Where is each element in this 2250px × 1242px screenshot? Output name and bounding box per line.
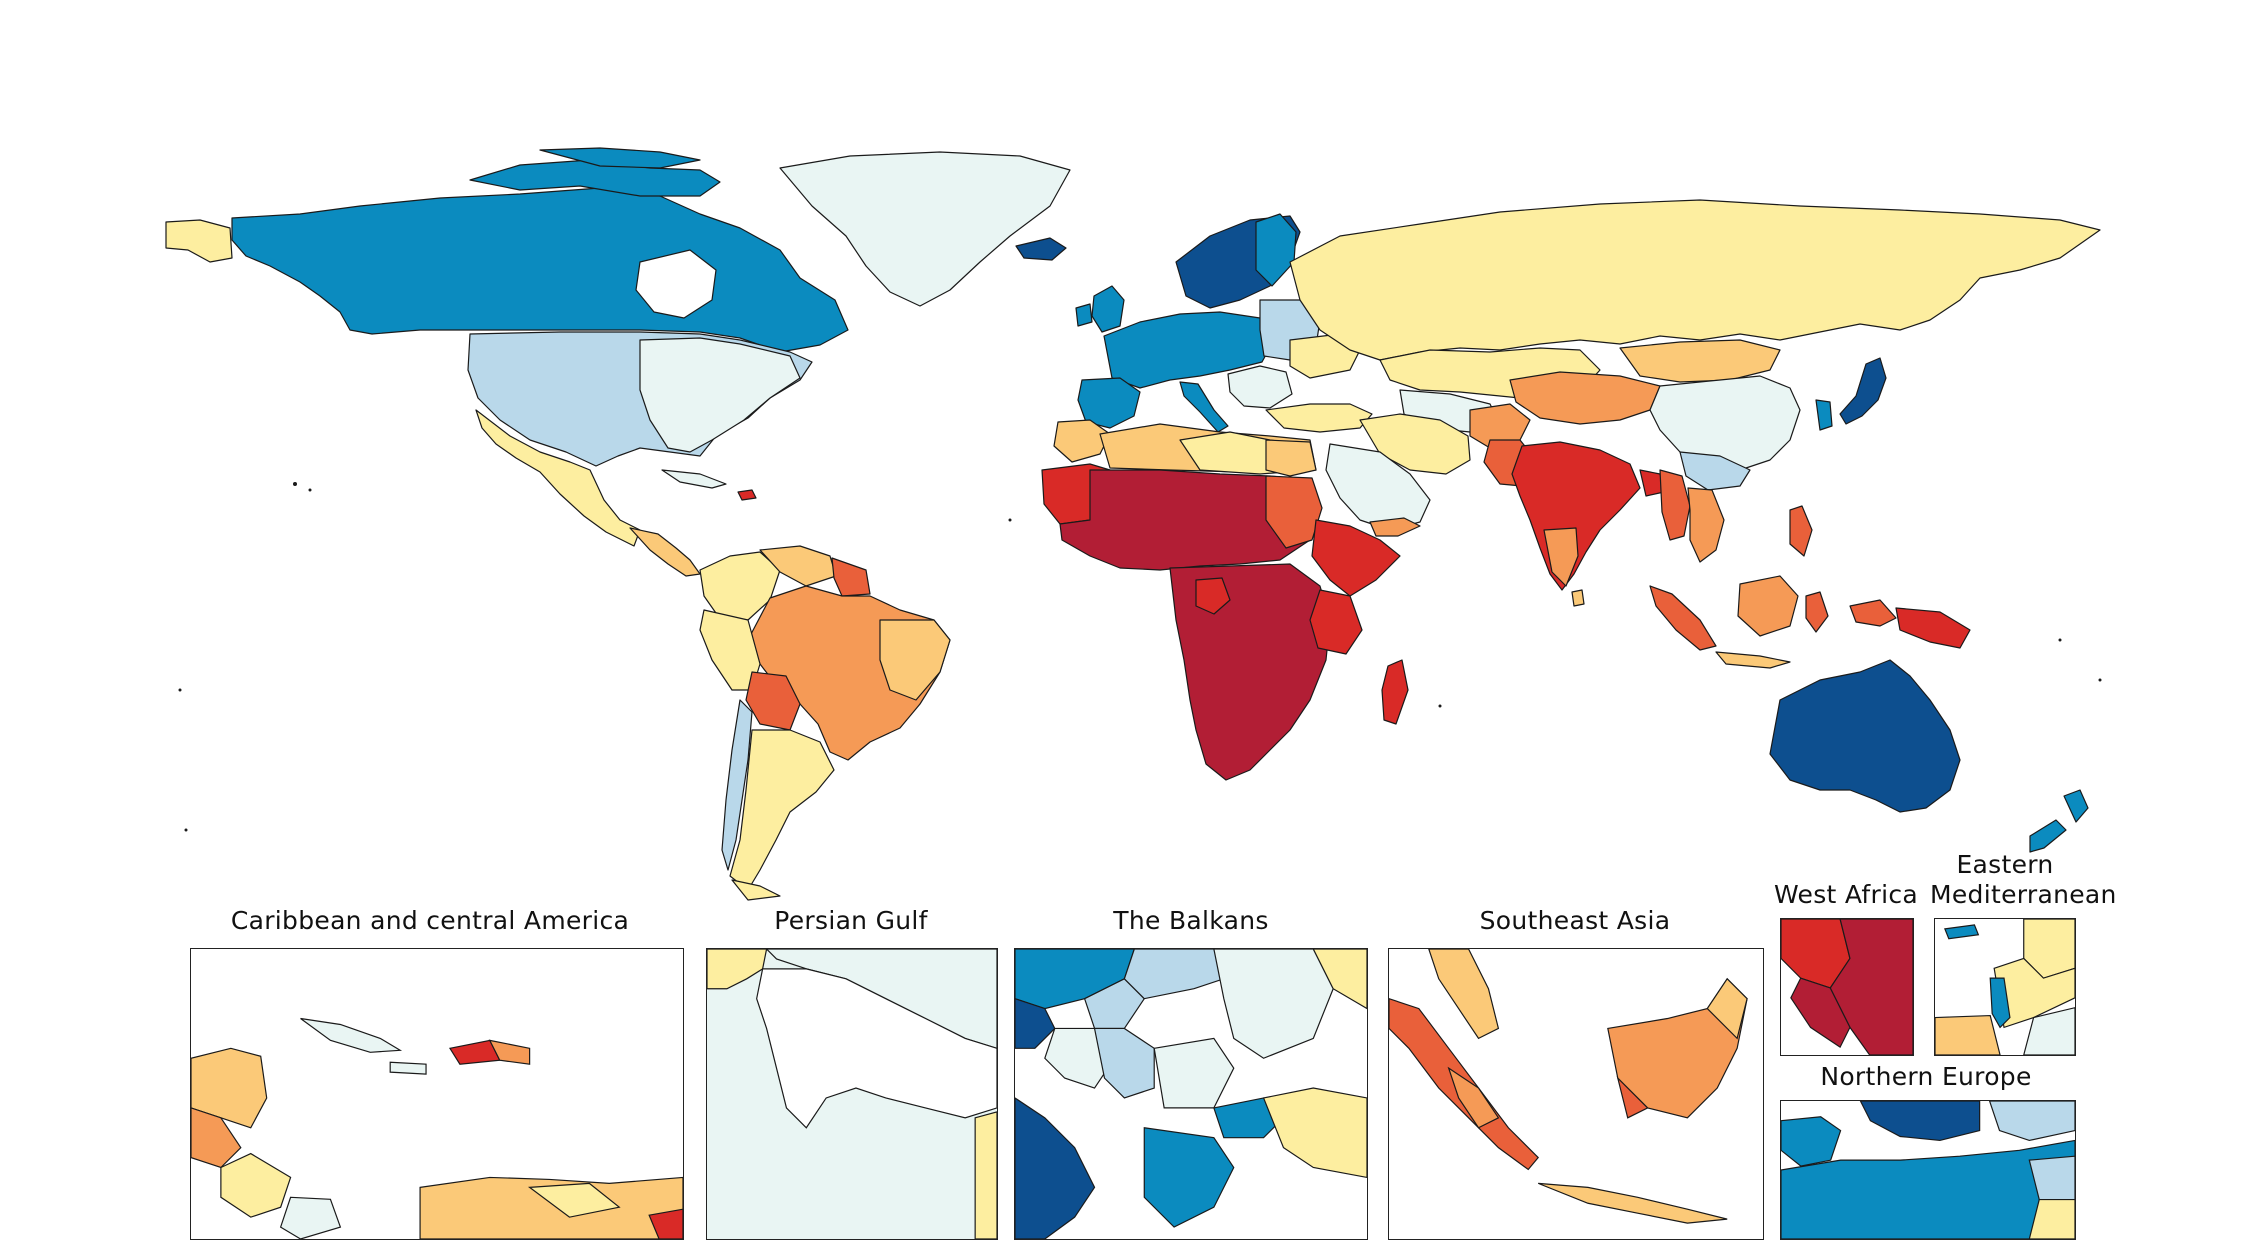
inset-title-persian-gulf: Persian Gulf xyxy=(774,906,928,935)
region-italy xyxy=(1179,381,1229,433)
inset-title-se-asia: Southeast Asia xyxy=(1479,906,1671,935)
inset-northern-europe xyxy=(1780,1100,2076,1240)
inset-se-asia xyxy=(1388,948,1764,1240)
region-madagascar xyxy=(1381,659,1409,725)
inset-title-balkans: The Balkans xyxy=(1113,906,1269,935)
inset-balkans xyxy=(1014,948,1368,1240)
region-myanmar xyxy=(1659,469,1691,541)
region-korea xyxy=(1815,399,1833,431)
region-yemen xyxy=(1369,517,1421,537)
region-turkey xyxy=(1265,403,1373,433)
inset-title-eastern-med-2: Mediterranean xyxy=(1930,880,2117,909)
region-peru xyxy=(699,609,761,691)
region-nz-north xyxy=(2063,789,2089,823)
region-arctic-islands-2 xyxy=(539,147,701,169)
region-mexico xyxy=(475,409,641,547)
region-nz-south xyxy=(2029,819,2067,853)
region-sahel xyxy=(1059,469,1321,571)
region-guyana xyxy=(831,557,871,597)
region-japan xyxy=(1839,357,1887,425)
region-sulawesi xyxy=(1805,591,1829,633)
region-brazil-ne xyxy=(879,619,951,701)
region-se-asia-mainland xyxy=(1687,487,1725,563)
region-china-west xyxy=(1509,371,1661,425)
inset-persian-gulf xyxy=(706,948,998,1240)
inset-west-africa xyxy=(1780,918,1914,1056)
inset-eastern-med xyxy=(1934,918,2076,1056)
inset-caribbean xyxy=(190,948,684,1240)
region-cuba xyxy=(661,469,727,489)
region-australia xyxy=(1769,659,1961,813)
region-png xyxy=(1895,607,1971,649)
region-ireland xyxy=(1075,303,1093,327)
region-morocco xyxy=(1053,419,1111,463)
region-w-europe xyxy=(1103,311,1275,389)
region-egypt xyxy=(1265,439,1317,477)
hudson-bay xyxy=(635,249,717,319)
region-india xyxy=(1511,441,1641,591)
region-horn xyxy=(1311,519,1401,597)
region-arctic-islands xyxy=(469,159,721,197)
region-kenya-tanzania xyxy=(1309,589,1363,655)
region-alaska-west xyxy=(165,219,233,263)
inset-title-caribbean: Caribbean and central America xyxy=(230,906,630,935)
region-philippines xyxy=(1789,505,1813,557)
region-sri-lanka xyxy=(1571,589,1585,607)
region-java xyxy=(1715,651,1791,669)
inset-title-eastern-med-1: Eastern xyxy=(1956,850,2054,879)
region-china-east xyxy=(1649,375,1801,471)
region-sudan xyxy=(1265,475,1323,549)
region-canada xyxy=(231,187,849,353)
region-borneo xyxy=(1737,575,1799,637)
region-usa-east xyxy=(639,337,801,453)
region-iberia xyxy=(1077,377,1141,429)
region-balkans xyxy=(1227,365,1293,409)
region-sumatra xyxy=(1649,585,1717,651)
region-russia xyxy=(1289,199,2101,361)
region-india-south xyxy=(1543,527,1579,587)
region-mongolia xyxy=(1619,339,1781,383)
region-central-america xyxy=(629,527,701,577)
region-central-africa xyxy=(1169,563,1331,781)
region-haiti xyxy=(737,489,757,501)
region-tierra-del-fuego xyxy=(731,879,781,901)
region-uk xyxy=(1091,285,1125,333)
region-papua-west xyxy=(1849,599,1897,627)
region-chile xyxy=(721,699,753,871)
region-congo-red xyxy=(1195,577,1231,615)
inset-title-northern-europe: Northern Europe xyxy=(1820,1062,2032,1091)
region-argentina xyxy=(729,729,835,891)
region-china-south xyxy=(1679,451,1751,491)
region-finland xyxy=(1255,213,1297,287)
inset-title-west-africa: West Africa xyxy=(1774,880,1919,909)
region-iceland xyxy=(1015,237,1067,261)
region-greenland xyxy=(779,151,1071,307)
